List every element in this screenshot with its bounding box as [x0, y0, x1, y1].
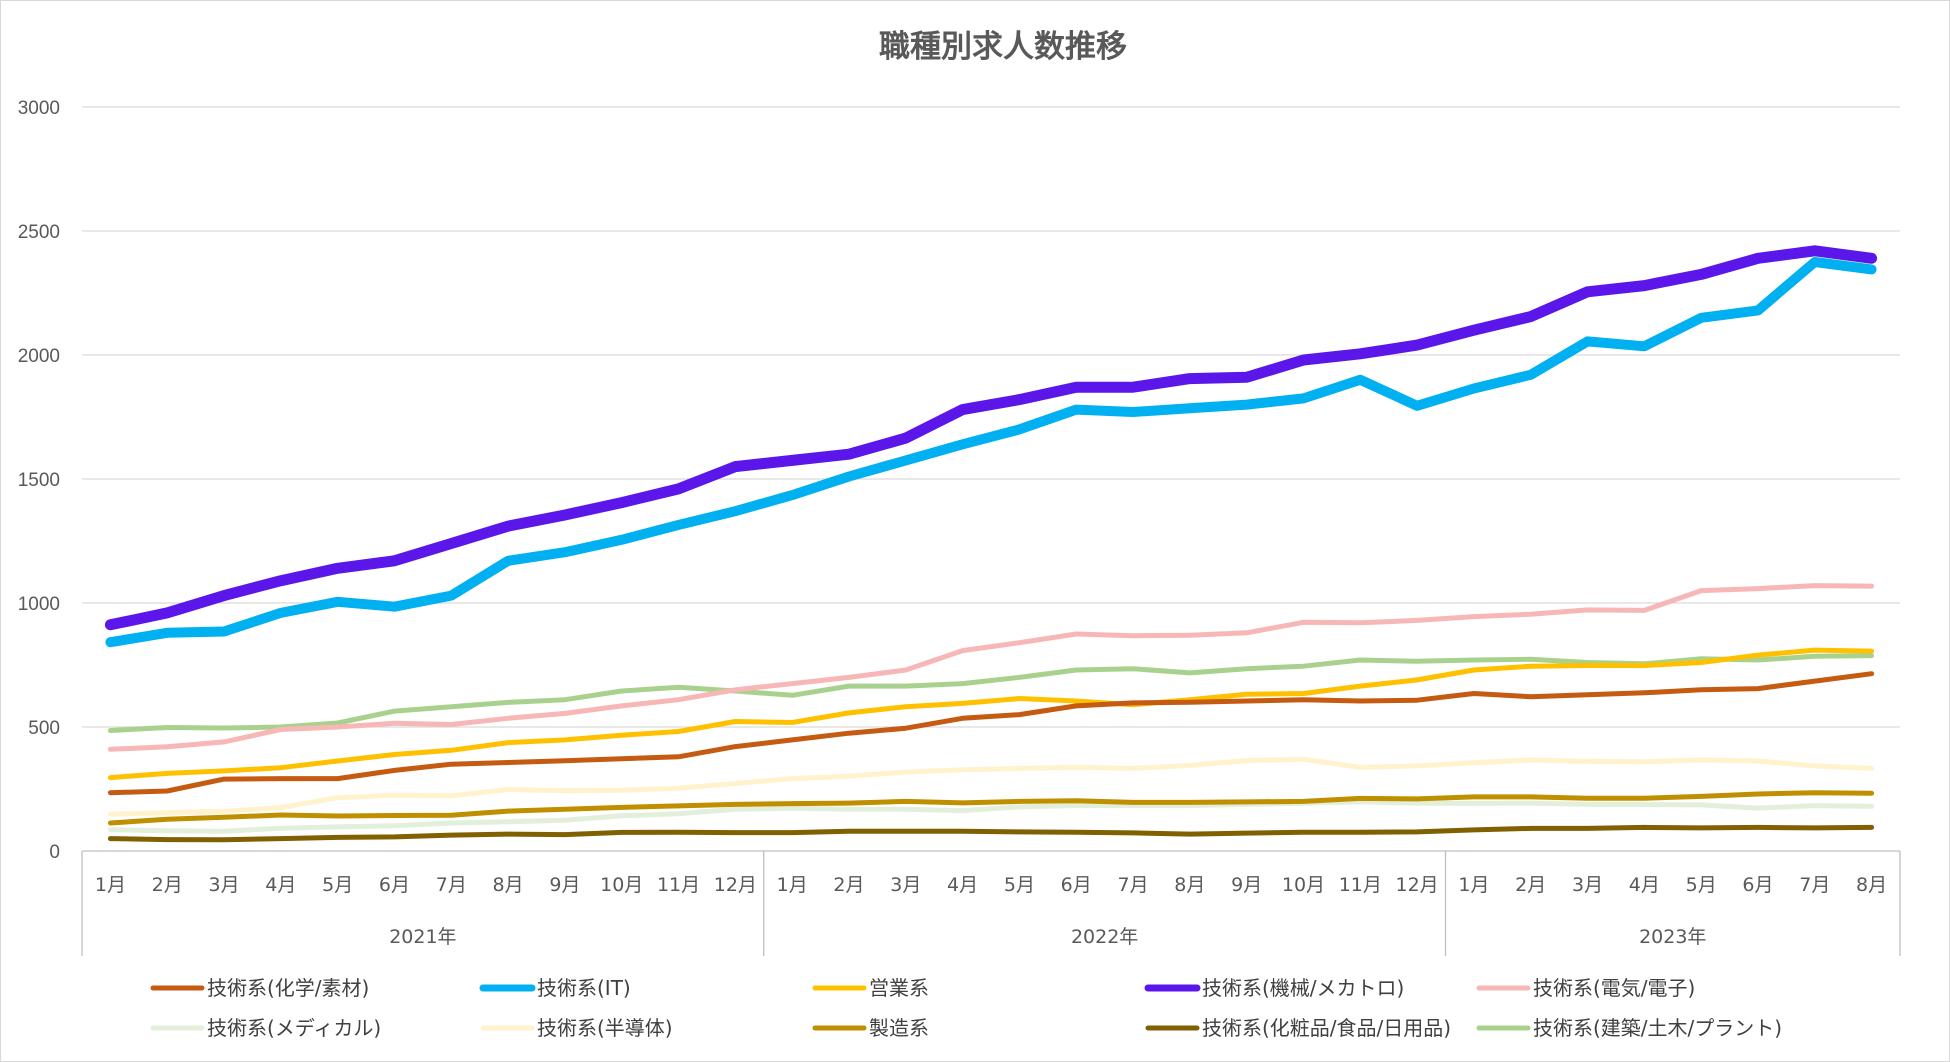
- legend-label: 技術系(化粧品/食品/日用品): [1202, 1016, 1451, 1040]
- series-line: [107, 824, 1875, 843]
- series-lines: [104, 245, 1878, 843]
- x-tick-label: 8月: [493, 874, 524, 896]
- x-tick-label: 5月: [322, 874, 353, 896]
- x-tick-label: 11月: [657, 874, 700, 896]
- y-tick-label: 2000: [18, 346, 60, 367]
- gridlines: [82, 106, 1900, 728]
- legend-label: 技術系(メディカル): [207, 1016, 381, 1040]
- legend-item: 技術系(電気/電子): [1476, 976, 1695, 1000]
- x-tick-label: 12月: [714, 874, 757, 896]
- legend-label: 技術系(機械/メカトロ): [1202, 976, 1404, 1000]
- x-tick-label: 3月: [208, 874, 239, 896]
- legend-item: 技術系(半導体): [480, 1016, 673, 1040]
- x-group-label: 2021年: [389, 926, 456, 948]
- legend-label: 製造系: [869, 1016, 929, 1040]
- x-group-label: 2023年: [1639, 926, 1706, 948]
- y-axis: 0 500 1000 1500 2000 2500 3000: [18, 98, 60, 863]
- x-tick-label: 6月: [1061, 874, 1092, 896]
- x-tick-label: 7月: [436, 874, 467, 896]
- x-tick-label: 9月: [549, 874, 580, 896]
- legend-label: 営業系: [869, 976, 929, 1000]
- series-line: [104, 245, 1878, 631]
- series-line: [107, 756, 1875, 817]
- x-tick-label: 10月: [600, 874, 643, 896]
- x-axis: 2021年 2022年 2023年 1月 2月 3月 4月 5月 6月 7月 8月 9月 10月 11月 1…: [81, 850, 1901, 956]
- x-tick-label: 1月: [1458, 874, 1489, 896]
- legend-item: 技術系(化粧品/食品/日用品): [1145, 1016, 1451, 1040]
- series-line: [107, 653, 1875, 733]
- series-line: [105, 257, 1877, 648]
- y-tick-label: 500: [28, 718, 60, 739]
- series-line: [107, 799, 1875, 834]
- y-tick-label: 3000: [18, 98, 60, 119]
- x-tick-label: 12月: [1396, 874, 1439, 896]
- x-tick-label: 9月: [1231, 874, 1262, 896]
- series-line: [107, 790, 1875, 826]
- x-tick-label: 10月: [1282, 874, 1325, 896]
- x-tick-label: 4月: [947, 874, 978, 896]
- x-tick-label: 2月: [833, 874, 864, 896]
- legend: 技術系(化学/素材) 技術系(IT) 営業系 技術系(機械/メカトロ) 技術系(電気/電…: [150, 976, 1782, 1040]
- x-tick-label: 2月: [152, 874, 183, 896]
- legend-item: 技術系(IT): [479, 976, 631, 1000]
- x-tick-label: 5月: [1686, 874, 1717, 896]
- x-tick-label: 3月: [1572, 874, 1603, 896]
- legend-item: 製造系: [812, 1016, 929, 1040]
- y-tick-label: 1000: [18, 594, 60, 615]
- legend-label: 技術系(化学/素材): [207, 976, 369, 1000]
- chart-title: 職種別求人数推移: [879, 29, 1127, 65]
- x-tick-label: 8月: [1856, 874, 1887, 896]
- y-tick-label: 2500: [18, 222, 60, 243]
- legend-label: 技術系(電気/電子): [1533, 976, 1695, 1000]
- x-group-label: 2022年: [1071, 926, 1138, 948]
- legend-label: 技術系(半導体): [537, 1016, 673, 1040]
- legend-item: 技術系(メディカル): [150, 1016, 381, 1040]
- y-tick-label: 0: [49, 842, 60, 863]
- x-tick-label: 4月: [265, 874, 296, 896]
- x-tick-label: 1月: [95, 874, 126, 896]
- x-tick-label: 5月: [1004, 874, 1035, 896]
- legend-item: 技術系(化学/素材): [150, 976, 369, 1000]
- x-tick-label: 8月: [1174, 874, 1205, 896]
- x-tick-label: 6月: [1742, 874, 1773, 896]
- series-line: [107, 671, 1875, 796]
- x-tick-label: 4月: [1629, 874, 1660, 896]
- x-tick-label: 6月: [379, 874, 410, 896]
- legend-label: 技術系(IT): [537, 976, 631, 1000]
- legend-item: 技術系(機械/メカトロ): [1144, 976, 1404, 1000]
- x-tick-label: 2月: [1515, 874, 1546, 896]
- x-tick-label: 7月: [1117, 874, 1148, 896]
- legend-item: 技術系(建築/土木/プラント): [1476, 1016, 1782, 1040]
- legend-label: 技術系(建築/土木/プラント): [1533, 1016, 1782, 1040]
- x-tick-label: 1月: [777, 874, 808, 896]
- x-tick-label: 11月: [1339, 874, 1382, 896]
- y-tick-label: 1500: [18, 470, 60, 491]
- legend-item: 営業系: [812, 976, 929, 1000]
- series-line: [107, 583, 1875, 752]
- series-line: [107, 647, 1875, 781]
- x-tick-label: 7月: [1799, 874, 1830, 896]
- x-tick-label: 3月: [890, 874, 921, 896]
